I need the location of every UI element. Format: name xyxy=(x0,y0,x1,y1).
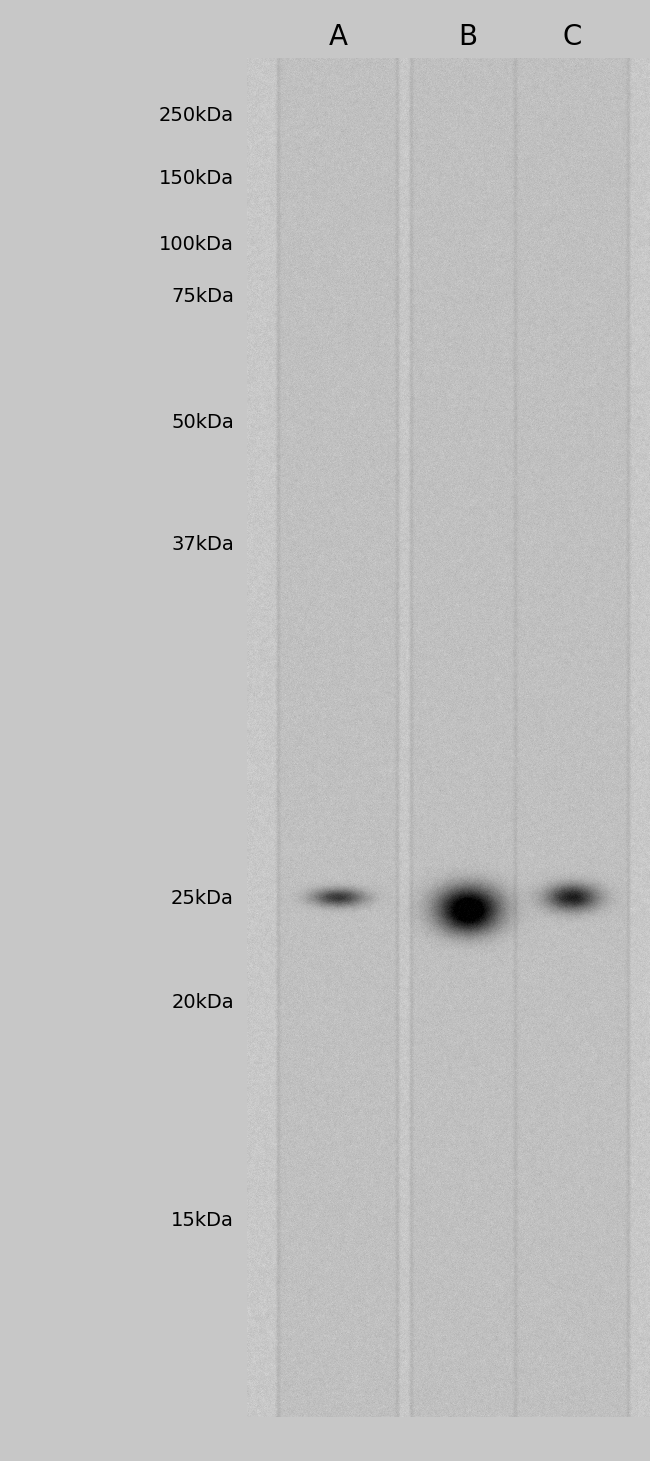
Text: C: C xyxy=(562,22,582,51)
Text: 50kDa: 50kDa xyxy=(171,413,234,432)
Text: A: A xyxy=(328,22,348,51)
Text: 20kDa: 20kDa xyxy=(172,993,234,1012)
Text: 100kDa: 100kDa xyxy=(159,235,234,254)
Text: 15kDa: 15kDa xyxy=(171,1211,234,1230)
Text: 250kDa: 250kDa xyxy=(159,107,234,126)
Text: 37kDa: 37kDa xyxy=(171,535,234,554)
Text: 75kDa: 75kDa xyxy=(171,286,234,305)
Text: 150kDa: 150kDa xyxy=(159,168,234,187)
Text: 25kDa: 25kDa xyxy=(171,888,234,907)
Text: B: B xyxy=(458,22,478,51)
